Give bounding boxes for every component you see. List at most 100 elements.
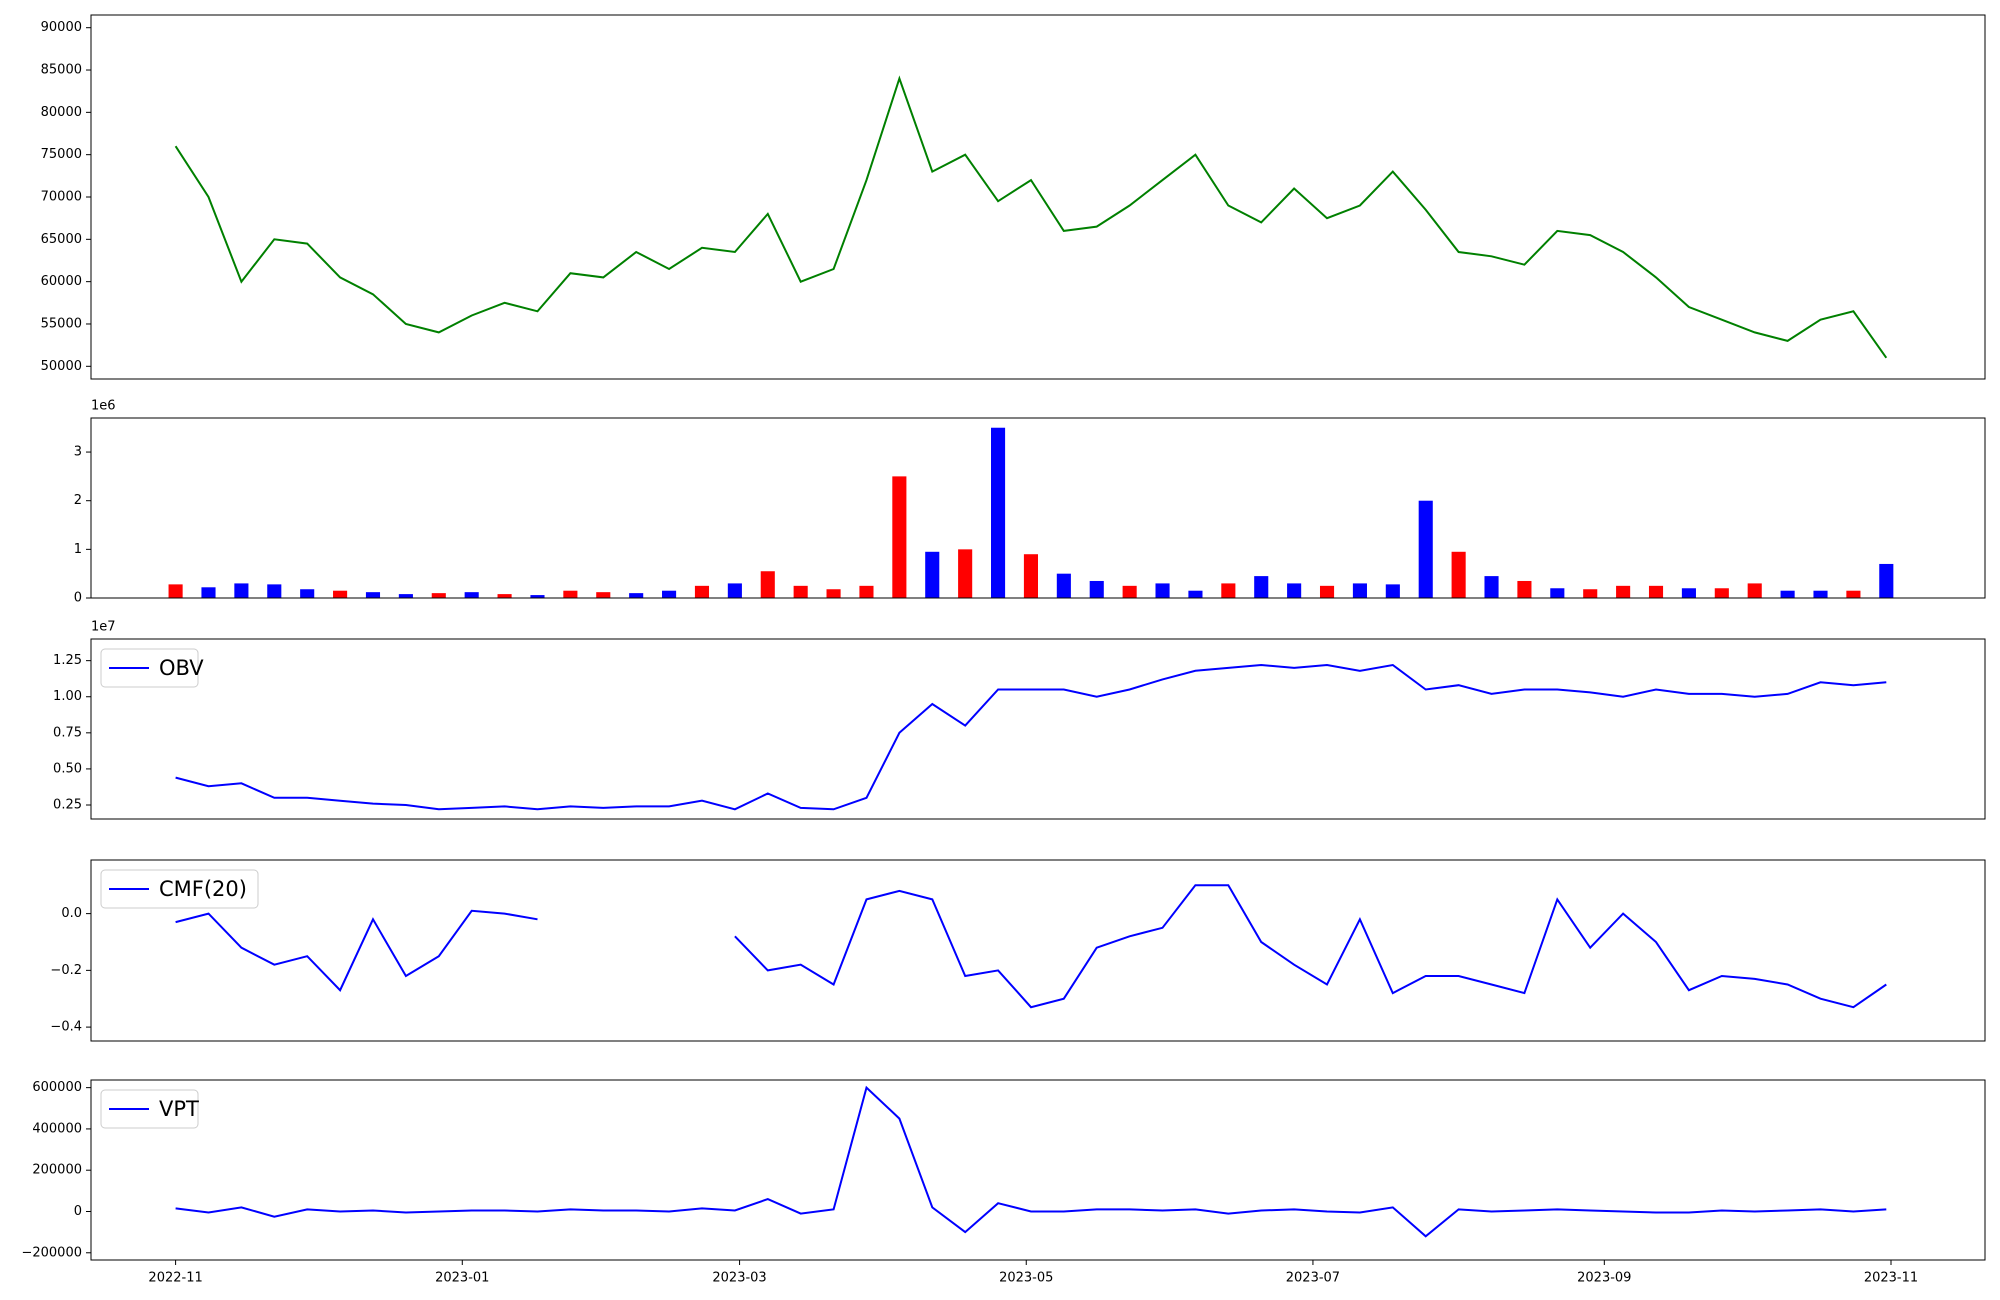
y-tick-label: −0.4 bbox=[50, 1020, 82, 1035]
volume-bar bbox=[365, 592, 381, 598]
y-tick-label: 3 bbox=[74, 445, 82, 460]
series-line bbox=[175, 1085, 1887, 1238]
volume-bar bbox=[1221, 583, 1236, 598]
legend-label: VPT bbox=[159, 1097, 199, 1121]
plot-frame bbox=[90, 638, 1986, 820]
volume-bar bbox=[464, 592, 479, 598]
y-tick-label: 55000 bbox=[41, 316, 82, 331]
volume-bar bbox=[662, 590, 677, 598]
volume-bar bbox=[563, 590, 578, 598]
legend-label: OBV bbox=[159, 656, 204, 680]
y-tick-label: 600000 bbox=[32, 1080, 82, 1095]
y-tick-label: 2 bbox=[74, 493, 82, 508]
x-tick-label: 2022-11 bbox=[148, 1271, 202, 1286]
volume-bar bbox=[201, 587, 216, 598]
y-tick-label: 0 bbox=[74, 1204, 82, 1219]
y-tick-label: 50000 bbox=[41, 359, 82, 374]
volume-bar bbox=[1484, 576, 1499, 598]
volume-bar bbox=[1813, 590, 1828, 598]
x-tick-label: 2023-09 bbox=[1577, 1271, 1631, 1286]
legend-box bbox=[100, 1089, 199, 1129]
y-tick-label: −200000 bbox=[21, 1245, 82, 1260]
volume-bar bbox=[1451, 551, 1466, 598]
volume-bar bbox=[727, 583, 742, 598]
volume-bar bbox=[1714, 588, 1729, 598]
volume-bar bbox=[1616, 585, 1631, 598]
volume-bar bbox=[1846, 590, 1861, 598]
plot-frame bbox=[90, 1079, 1986, 1261]
legend-label: CMF(20) bbox=[159, 877, 247, 901]
legend-box bbox=[100, 648, 199, 688]
volume-bar bbox=[168, 584, 183, 598]
y-tick-label: 70000 bbox=[41, 190, 82, 205]
plot-frame bbox=[90, 14, 1986, 380]
y-tick-label: 80000 bbox=[41, 105, 82, 120]
volume-bar bbox=[1056, 573, 1071, 598]
plot-frame bbox=[90, 859, 1986, 1042]
y-offset-label: 1e7 bbox=[91, 620, 116, 635]
volume-bar bbox=[991, 427, 1006, 598]
volume-bar bbox=[1319, 585, 1335, 598]
volume-bar bbox=[1780, 590, 1795, 598]
y-tick-label: 200000 bbox=[32, 1163, 82, 1178]
x-tick-label: 2023-07 bbox=[1286, 1271, 1340, 1286]
volume-bar bbox=[694, 585, 710, 598]
y-tick-label: 1 bbox=[74, 542, 82, 557]
volume-bar bbox=[300, 589, 315, 598]
y-tick-label: 0.75 bbox=[53, 725, 82, 740]
volume-bar bbox=[234, 583, 249, 598]
y-tick-label: 400000 bbox=[32, 1121, 82, 1136]
volume-bar bbox=[629, 593, 644, 598]
volume-bar bbox=[1254, 576, 1269, 598]
volume-bar bbox=[1583, 589, 1598, 598]
series-line bbox=[174, 75, 1888, 359]
y-tick-label: −0.2 bbox=[50, 963, 82, 978]
volume-bar bbox=[1287, 583, 1302, 598]
x-tick-label: 2023-01 bbox=[435, 1271, 489, 1286]
volume-bar bbox=[596, 592, 611, 598]
volume-bar bbox=[793, 585, 808, 598]
volume-bar bbox=[497, 594, 512, 598]
y-tick-label: 0 bbox=[74, 591, 82, 606]
volume-bar bbox=[1385, 584, 1400, 598]
volume-bar bbox=[1418, 500, 1433, 598]
volume-bar bbox=[1517, 580, 1532, 598]
volume-bar bbox=[925, 551, 940, 598]
volume-bar bbox=[892, 476, 907, 598]
volume-bar bbox=[333, 590, 348, 598]
x-tick-label: 2023-05 bbox=[999, 1271, 1053, 1286]
volume-bar bbox=[398, 594, 413, 598]
legend-box bbox=[100, 869, 259, 909]
volume-bar bbox=[1122, 585, 1137, 598]
series-line bbox=[175, 663, 1887, 811]
y-tick-label: 85000 bbox=[41, 63, 82, 78]
volume-bar bbox=[1879, 563, 1894, 598]
y-tick-label: 1.00 bbox=[53, 689, 82, 704]
y-tick-label: 1.25 bbox=[53, 653, 82, 668]
volume-bar bbox=[1023, 554, 1038, 598]
y-offset-label: 1e6 bbox=[91, 399, 116, 414]
volume-bar bbox=[431, 593, 446, 598]
volume-bar bbox=[859, 585, 874, 598]
y-tick-label: 0.50 bbox=[53, 761, 82, 776]
volume-bar bbox=[1747, 583, 1762, 598]
volume-bar bbox=[1681, 588, 1696, 598]
volume-bar bbox=[530, 595, 545, 598]
y-tick-label: 0.0 bbox=[61, 906, 82, 921]
x-tick-label: 2023-11 bbox=[1864, 1271, 1918, 1286]
volume-bar bbox=[1089, 580, 1104, 598]
y-tick-label: 60000 bbox=[41, 274, 82, 289]
y-tick-label: 75000 bbox=[41, 147, 82, 162]
volume-bar bbox=[1550, 588, 1565, 598]
volume-bar bbox=[1155, 583, 1170, 598]
y-tick-label: 0.25 bbox=[53, 797, 82, 812]
y-tick-label: 90000 bbox=[41, 20, 82, 35]
volume-bar bbox=[267, 584, 282, 598]
series-line bbox=[734, 884, 1887, 1009]
volume-bar bbox=[826, 589, 841, 598]
volume-bar bbox=[1352, 583, 1367, 598]
volume-bar bbox=[760, 571, 775, 598]
volume-bar bbox=[958, 549, 973, 598]
x-tick-label: 2023-03 bbox=[712, 1271, 766, 1286]
